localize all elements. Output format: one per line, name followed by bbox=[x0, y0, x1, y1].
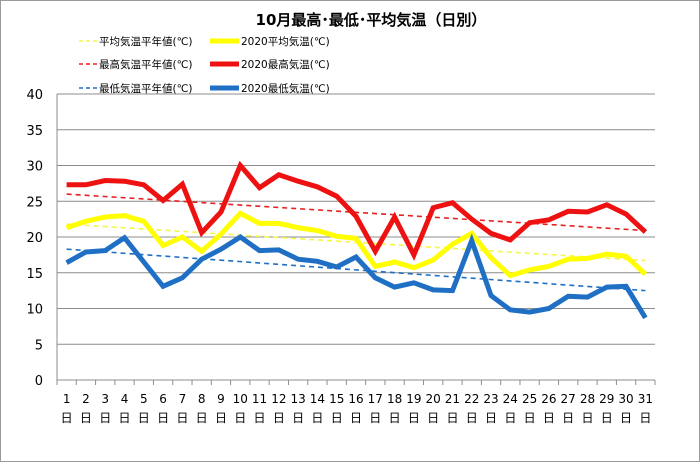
x-tick-unit: 日 bbox=[292, 411, 304, 425]
x-tick-unit: 日 bbox=[389, 411, 401, 425]
x-tick-unit: 日 bbox=[99, 411, 111, 425]
x-tick-label: 3 bbox=[101, 392, 109, 406]
x-axis-ticks: 1日2日3日4日5日6日7日8日9日10日11日12日13日14日15日16日1… bbox=[56, 380, 656, 425]
legend-label-3: 2020最高気温(℃) bbox=[241, 58, 330, 71]
x-tick-label: 7 bbox=[179, 392, 187, 406]
x-tick-unit: 日 bbox=[620, 411, 632, 425]
x-tick-unit: 日 bbox=[369, 411, 381, 425]
y-tick-label: 40 bbox=[26, 88, 43, 103]
x-tick-label: 2 bbox=[82, 392, 90, 406]
x-tick-unit: 日 bbox=[562, 411, 574, 425]
x-tick-unit: 日 bbox=[639, 411, 651, 425]
x-tick-label: 14 bbox=[310, 392, 325, 406]
x-tick-unit: 日 bbox=[176, 411, 188, 425]
x-tick-label: 20 bbox=[426, 392, 441, 406]
x-tick-label: 25 bbox=[522, 392, 537, 406]
x-tick-label: 12 bbox=[271, 392, 286, 406]
y-tick-label: 15 bbox=[26, 267, 43, 282]
x-tick-label: 5 bbox=[140, 392, 148, 406]
x-tick-unit: 日 bbox=[581, 411, 593, 425]
x-tick-label: 24 bbox=[503, 392, 518, 406]
x-tick-label: 19 bbox=[406, 392, 421, 406]
y-tick-label: 20 bbox=[26, 231, 43, 246]
legend: 平均気温平年値(℃) 2020平均気温(℃) 最高気温平年値(℃) 2020最高気温(… bbox=[79, 35, 330, 95]
x-tick-unit: 日 bbox=[157, 411, 169, 425]
x-tick-label: 1 bbox=[63, 392, 71, 406]
x-tick-label: 29 bbox=[599, 392, 614, 406]
x-tick-label: 15 bbox=[329, 392, 344, 406]
x-tick-unit: 日 bbox=[524, 411, 536, 425]
legend-label-1: 2020平均気温(℃) bbox=[241, 35, 330, 48]
x-tick-label: 10 bbox=[233, 392, 248, 406]
x-tick-unit: 日 bbox=[196, 411, 208, 425]
x-tick-unit: 日 bbox=[350, 411, 362, 425]
y-tick-label: 25 bbox=[26, 195, 43, 210]
x-tick-unit: 日 bbox=[601, 411, 613, 425]
x-tick-label: 4 bbox=[121, 392, 129, 406]
y-tick-label: 5 bbox=[35, 338, 43, 353]
x-tick-unit: 日 bbox=[80, 411, 92, 425]
series-5-line bbox=[65, 233, 648, 320]
x-tick-unit: 日 bbox=[138, 411, 150, 425]
chart-title: 10月最高･最低･平均気温（日別） bbox=[256, 11, 487, 29]
x-tick-label: 28 bbox=[580, 392, 595, 406]
y-tick-label: 35 bbox=[26, 124, 43, 139]
x-tick-label: 8 bbox=[198, 392, 206, 406]
x-tick-unit: 日 bbox=[466, 411, 478, 425]
x-tick-unit: 日 bbox=[485, 411, 497, 425]
x-tick-unit: 日 bbox=[119, 411, 131, 425]
y-axis-ticks: 0 5 10 15 20 25 30 35 40 bbox=[26, 88, 43, 389]
y-tick-label: 0 bbox=[35, 374, 43, 389]
x-tick-label: 30 bbox=[618, 392, 633, 406]
x-tick-label: 31 bbox=[638, 392, 653, 406]
x-tick-label: 23 bbox=[483, 392, 498, 406]
x-tick-label: 16 bbox=[348, 392, 363, 406]
x-tick-label: 13 bbox=[290, 392, 305, 406]
series-lines bbox=[65, 160, 648, 320]
legend-label-0: 平均気温平年値(℃) bbox=[99, 35, 193, 48]
x-tick-label: 18 bbox=[387, 392, 402, 406]
y-tick-label: 10 bbox=[26, 303, 43, 318]
legend-label-5: 2020最低気温(℃) bbox=[241, 82, 330, 95]
x-tick-unit: 日 bbox=[331, 411, 343, 425]
x-tick-unit: 日 bbox=[61, 411, 73, 425]
series-3-line bbox=[66, 160, 648, 261]
y-tick-label: 30 bbox=[26, 160, 43, 175]
series-4-trend-line bbox=[66, 248, 646, 292]
series-1-line bbox=[65, 210, 648, 279]
x-tick-label: 11 bbox=[252, 392, 267, 406]
x-tick-label: 17 bbox=[368, 392, 383, 406]
x-tick-unit: 日 bbox=[234, 411, 246, 425]
series-2-trend-line bbox=[66, 193, 646, 232]
x-tick-label: 26 bbox=[541, 392, 556, 406]
x-tick-label: 21 bbox=[445, 392, 460, 406]
x-tick-unit: 日 bbox=[504, 411, 516, 425]
x-tick-unit: 日 bbox=[215, 411, 227, 425]
x-tick-unit: 日 bbox=[446, 411, 458, 425]
x-tick-unit: 日 bbox=[543, 411, 555, 425]
x-tick-unit: 日 bbox=[408, 411, 420, 425]
x-tick-unit: 日 bbox=[254, 411, 266, 425]
legend-label-4: 最低気温平年値(℃) bbox=[99, 82, 193, 95]
x-tick-unit: 日 bbox=[273, 411, 285, 425]
x-tick-label: 27 bbox=[561, 392, 576, 406]
x-tick-label: 9 bbox=[217, 392, 225, 406]
x-tick-unit: 日 bbox=[427, 411, 439, 425]
x-tick-label: 22 bbox=[464, 392, 479, 406]
x-tick-label: 6 bbox=[159, 392, 167, 406]
legend-label-2: 最高気温平年値(℃) bbox=[99, 58, 193, 71]
x-tick-unit: 日 bbox=[311, 411, 323, 425]
